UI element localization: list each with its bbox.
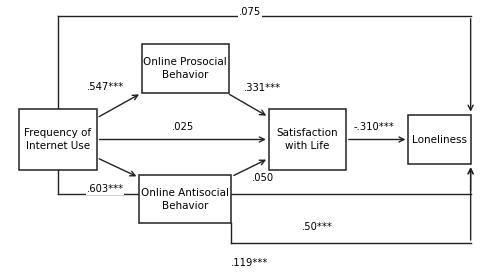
FancyBboxPatch shape [142, 44, 229, 93]
Text: Satisfaction
with Life: Satisfaction with Life [276, 128, 338, 151]
FancyBboxPatch shape [408, 114, 470, 165]
FancyBboxPatch shape [139, 175, 232, 223]
Text: .547***: .547*** [87, 82, 124, 92]
Text: .119***: .119*** [232, 258, 268, 268]
Text: .331***: .331*** [244, 83, 281, 93]
Text: .050: .050 [252, 173, 274, 183]
Text: Online Antisocial
Behavior: Online Antisocial Behavior [141, 188, 229, 211]
Text: .025: .025 [172, 122, 194, 132]
Text: Loneliness: Loneliness [412, 134, 467, 145]
Text: .603***: .603*** [87, 184, 124, 194]
Text: Online Prosocial
Behavior: Online Prosocial Behavior [144, 57, 227, 80]
Text: .50***: .50*** [302, 222, 333, 232]
Text: .075: .075 [239, 7, 261, 17]
FancyBboxPatch shape [20, 109, 96, 170]
Text: Frequency of
Internet Use: Frequency of Internet Use [24, 128, 92, 151]
FancyBboxPatch shape [268, 109, 346, 170]
Text: -.310***: -.310*** [354, 122, 394, 132]
